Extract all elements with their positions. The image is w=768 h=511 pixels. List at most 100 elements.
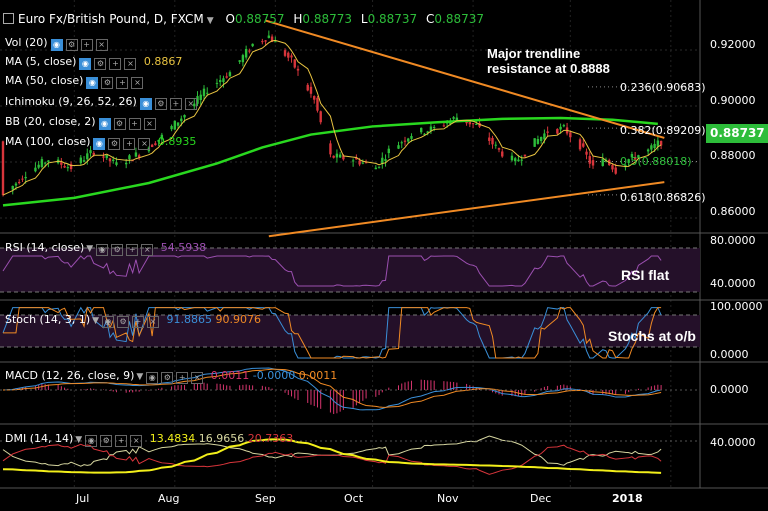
add-icon[interactable]: + [132, 316, 145, 328]
rsi-tick: 80.0000 [710, 234, 756, 247]
indicator-lines [2, 19, 665, 238]
candle-body [329, 143, 332, 155]
candle-body [403, 140, 407, 142]
settings-icon[interactable]: ⚙ [65, 39, 78, 51]
candle-body [66, 167, 70, 169]
add-icon[interactable]: + [80, 39, 93, 51]
close-icon[interactable]: × [141, 244, 154, 256]
add-icon[interactable]: + [126, 244, 139, 256]
eye-icon[interactable]: ◉ [86, 77, 99, 89]
candle-body [176, 122, 180, 126]
eye-icon[interactable]: ◉ [85, 435, 98, 447]
candle-body [582, 143, 585, 147]
stoch-band [0, 315, 700, 347]
settings-icon[interactable]: ⚙ [100, 435, 113, 447]
candle-body [313, 96, 316, 100]
legend-ichimoku[interactable]: Ichimoku (9, 26, 52, 26) ◉ ⚙ + × [5, 95, 197, 110]
candle-body [24, 176, 27, 179]
candle-body [69, 163, 73, 170]
settings-icon[interactable]: ⚙ [161, 372, 174, 384]
candle-body [283, 50, 287, 56]
candle-body [170, 126, 173, 130]
candle-body [468, 120, 472, 125]
price-tick: 0.88000 [710, 149, 756, 162]
candle-body [131, 160, 134, 162]
close-icon[interactable]: × [131, 77, 144, 89]
macd-hist-value: 0.0011 [210, 369, 250, 382]
macd-signal-value: 0.0011 [298, 369, 338, 382]
eye-icon[interactable]: ◉ [146, 372, 159, 384]
candle-body [432, 126, 436, 128]
add-icon[interactable]: + [123, 138, 136, 150]
candle-body [387, 148, 390, 154]
candle-body [659, 140, 663, 146]
legend-ma100[interactable]: MA (100, close) ◉ ⚙ + × 0.8935 [5, 135, 197, 150]
eye-icon[interactable]: ◉ [98, 118, 111, 130]
settings-icon[interactable]: ⚙ [111, 244, 124, 256]
candle-body [361, 162, 365, 164]
time-tick: Dec [530, 492, 552, 505]
candle-body [199, 94, 202, 101]
close-icon[interactable]: × [184, 98, 197, 110]
candle-body [559, 126, 562, 130]
legend-bb[interactable]: BB (20, close, 2) ◉ ⚙ + × [5, 115, 156, 130]
settings-icon[interactable]: ⚙ [117, 316, 130, 328]
candle-body [108, 158, 112, 162]
eye-icon[interactable]: ◉ [102, 316, 115, 328]
dropdown-icon[interactable]: ▼ [206, 16, 214, 26]
candle-body [105, 154, 108, 159]
add-icon[interactable]: + [109, 58, 122, 70]
eye-icon[interactable]: ◉ [50, 39, 63, 51]
close-icon[interactable]: × [124, 58, 137, 70]
eye-icon[interactable]: ◉ [96, 244, 109, 256]
symbol-title[interactable]: Euro Fx/British Pound, D, FXCM [18, 12, 204, 26]
legend-vol[interactable]: Vol (20) ◉ ⚙ + × [5, 36, 108, 51]
collapse-icon[interactable] [3, 13, 14, 24]
dmi-adx-value: 13.4834 [149, 432, 196, 445]
price-tick: 0.90000 [710, 94, 756, 107]
candle-body [267, 35, 271, 38]
candle-body [569, 132, 572, 138]
eye-icon[interactable]: ◉ [139, 98, 152, 110]
trendline-annotation: Major trendline resistance at 0.8888 [487, 46, 610, 76]
price-tick: 0.92000 [710, 38, 756, 51]
legend-macd[interactable]: MACD (12, 26, close, 9) ▼ ◉ ⚙ + × 0.0011 -0.0… [5, 369, 338, 384]
close-icon[interactable]: × [191, 372, 204, 384]
chart-header: Euro Fx/British Pound, D, FXCM ▼ O0.88757… [3, 13, 484, 28]
add-icon[interactable]: + [128, 118, 141, 130]
close-icon[interactable]: × [138, 138, 151, 150]
settings-icon[interactable]: ⚙ [94, 58, 107, 70]
eye-icon[interactable]: ◉ [93, 138, 106, 150]
settings-icon[interactable]: ⚙ [154, 98, 167, 110]
candle-body [523, 154, 527, 157]
candlesticks [1, 30, 663, 197]
candle-body [630, 153, 634, 158]
add-icon[interactable]: + [115, 435, 128, 447]
legend-ma50[interactable]: MA (50, close) ◉ ⚙ + × [5, 74, 144, 89]
add-icon[interactable]: + [116, 77, 129, 89]
close-icon[interactable]: × [130, 435, 143, 447]
close-icon[interactable]: × [95, 39, 108, 51]
ma5-value: 0.8867 [143, 55, 183, 68]
legend-rsi[interactable]: RSI (14, close) ▼ ◉ ⚙ + × 54.5938 [5, 241, 207, 256]
candle-body [196, 96, 199, 104]
oscillator-bands [0, 247, 700, 348]
candle-body [491, 137, 494, 145]
settings-icon[interactable]: ⚙ [101, 77, 114, 89]
legend-stoch[interactable]: Stoch (14, 3, 1) ▼ ◉ ⚙ + × 91.8865 90.9076 [5, 313, 262, 328]
settings-icon[interactable]: ⚙ [108, 138, 121, 150]
add-icon[interactable]: + [169, 98, 182, 110]
candle-body [585, 151, 588, 155]
add-icon[interactable]: + [176, 372, 189, 384]
settings-icon[interactable]: ⚙ [113, 118, 126, 130]
ohlc-low: L0.88737 [360, 12, 418, 26]
candle-body [124, 162, 128, 165]
macd-line [2, 367, 662, 411]
eye-icon[interactable]: ◉ [79, 58, 92, 70]
rsi-annotation: RSI flat [621, 267, 670, 283]
legend-ma5[interactable]: MA (5, close) ◉ ⚙ + × 0.8867 [5, 55, 183, 70]
close-icon[interactable]: × [143, 118, 156, 130]
legend-dmi[interactable]: DMI (14, 14) ▼ ◉ ⚙ + × 13.4834 16.9656 20.736… [5, 432, 294, 447]
candle-body [426, 131, 429, 133]
close-icon[interactable]: × [147, 316, 160, 328]
